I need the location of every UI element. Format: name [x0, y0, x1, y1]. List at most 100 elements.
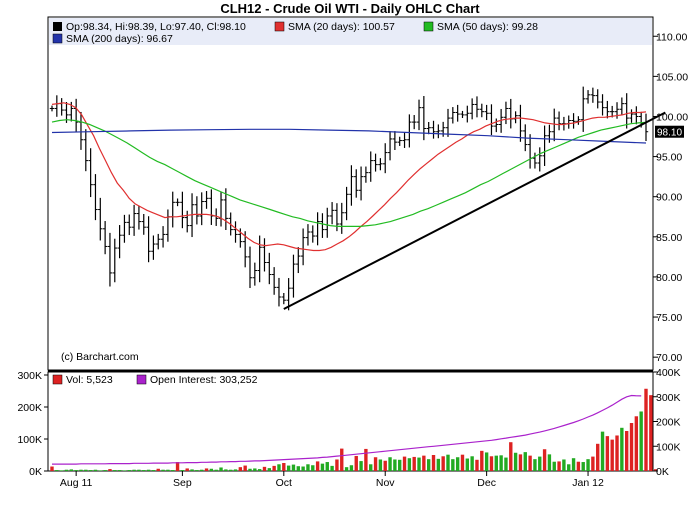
ohlc-bar [252, 262, 258, 286]
ohlc-bar [199, 192, 204, 226]
price-tick-label: 80.00 [656, 272, 682, 284]
x-tick-label: Jan 12 [572, 477, 604, 489]
volume-bar [436, 458, 441, 471]
volume-bar [422, 455, 426, 471]
ohlc-legend-label: Op:98.34, Hi:98.39, Lo:97.40, Cl:98.10 [66, 21, 246, 33]
ohlc-bar [281, 292, 287, 305]
ohlc-bar [344, 186, 349, 221]
volume-tick-label: 300K [17, 370, 42, 382]
ohlc-bar [49, 105, 55, 112]
volume-bar [591, 456, 595, 471]
ohlc-bar [204, 191, 209, 209]
ohlc-bar [387, 131, 393, 161]
volume-bar [571, 458, 576, 471]
ohlc-bar [131, 204, 137, 236]
ohlc-bar [300, 228, 306, 266]
ohlc-bar [436, 124, 441, 139]
volume-bar [219, 467, 223, 471]
volume-bar [504, 457, 508, 471]
volume-bar [533, 459, 537, 471]
volume-bar [262, 466, 267, 471]
volume-bar [79, 469, 83, 471]
volume-bar [209, 468, 214, 471]
sma20-legend-label: SMA (20 days): 100.57 [288, 21, 395, 33]
volume-bar [547, 454, 552, 471]
volume-bar [311, 465, 315, 471]
ohlc-bar [93, 174, 98, 221]
volume-bar [600, 431, 605, 471]
volume-layer [50, 388, 658, 471]
volume-bar [499, 455, 503, 471]
volume-bar [538, 456, 542, 471]
volume-bar [64, 469, 69, 471]
volume-bar [354, 455, 358, 471]
volume-bar [161, 469, 165, 471]
ohlc-bar [127, 214, 132, 236]
volume-bar [402, 456, 407, 471]
ohlc-bar [286, 278, 291, 311]
volume-bar [224, 469, 228, 471]
sma200-line [51, 128, 647, 144]
volume-bar [306, 464, 310, 471]
volume-bar [369, 464, 373, 471]
ohlc-bar [474, 96, 480, 118]
oi-tick-label: 200K [656, 417, 681, 429]
volume-bar [335, 459, 339, 471]
ohlc-bar [315, 212, 320, 246]
x-tick-label: Dec [477, 477, 496, 489]
volume-bar [620, 427, 624, 471]
ohlc-bar [267, 252, 272, 285]
sma200-legend-label: SMA (200 days): 96.67 [66, 33, 173, 45]
volume-bar [253, 468, 257, 471]
volume-bar [465, 458, 470, 471]
volume-bar [412, 456, 416, 471]
x-tick-label: Aug 11 [60, 477, 93, 489]
volume-bar [562, 459, 566, 471]
volume-bar [475, 459, 479, 471]
trendline [283, 111, 666, 310]
ohlc-bar [484, 104, 489, 121]
ohlc-bar [383, 143, 388, 174]
volume-bar [509, 442, 513, 471]
ohlc-bar [136, 205, 142, 230]
volume-tick-label: 200K [17, 402, 42, 414]
ohlc-bar [450, 107, 456, 124]
volume-bar [151, 470, 156, 471]
volume-bar [204, 468, 209, 471]
price-tick-label: 110.00 [656, 31, 687, 43]
price-tick-label: 85.00 [656, 232, 682, 244]
volume-bar [69, 469, 74, 471]
sma50-line [51, 119, 647, 227]
price-tick-label: 95.00 [656, 152, 682, 164]
volume-bar [286, 465, 291, 471]
vol-legend-label: Vol: 5,523 [66, 374, 113, 386]
ohlc-bar [329, 202, 335, 225]
sma200-legend-swatch [52, 33, 63, 44]
volume-bar [523, 452, 527, 471]
volume-bar [567, 464, 571, 471]
volume-bar [446, 454, 450, 471]
volume-bar [195, 470, 199, 471]
ohlc-bar [305, 224, 311, 246]
ohlc-bar [339, 202, 344, 234]
ohlc-bar [156, 233, 161, 250]
open-interest-line [52, 394, 642, 465]
sma20-line [51, 102, 647, 252]
ohlc-bar [223, 188, 229, 231]
ohlc-bar [489, 104, 494, 136]
price-layer [49, 86, 666, 311]
ohlc-bar [291, 254, 296, 298]
price-tick-label: 105.00 [656, 71, 688, 83]
volume-bar [282, 463, 286, 471]
volume-bar [156, 468, 160, 471]
volume-bar [74, 470, 78, 471]
ohlc-bar [585, 90, 591, 104]
ohlc-bar [581, 86, 586, 132]
volume-bar [359, 461, 363, 471]
ohlc-bar [151, 235, 156, 260]
ohlc-bar [547, 124, 552, 143]
volume-bar [460, 454, 465, 471]
ohlc-bar [83, 129, 89, 172]
volume-bar [320, 463, 325, 471]
